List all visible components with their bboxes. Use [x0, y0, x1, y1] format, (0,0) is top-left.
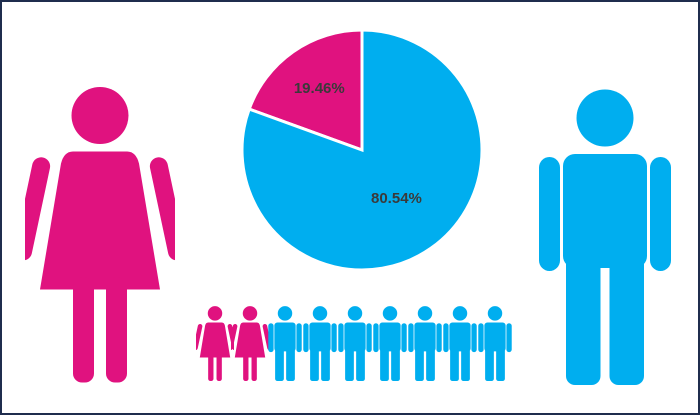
value-label: 19.46%: [294, 80, 345, 97]
pie: 19.46% 80.54%: [240, 28, 484, 272]
pie-slice: [240, 28, 484, 272]
pie-slice: [247, 28, 364, 153]
value-label: 80.54%: [371, 190, 422, 207]
